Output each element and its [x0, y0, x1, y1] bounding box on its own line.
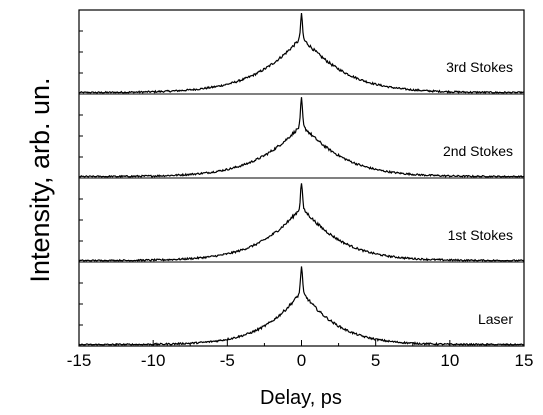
x-tick-label: -5 [220, 351, 235, 370]
x-tick-label: 5 [371, 351, 380, 370]
panel-label: 3rd Stokes [446, 59, 513, 75]
x-axis-title: Delay, ps [260, 387, 342, 409]
series-line [78, 266, 525, 346]
panel: 1st Stokes [78, 183, 525, 263]
panel-label: 1st Stokes [448, 227, 513, 243]
panel: Laser [78, 266, 525, 346]
series-line [78, 97, 525, 178]
y-axis-title: Intensity, arb. un. [25, 77, 55, 282]
panel-label: Laser [478, 311, 513, 327]
panel-label: 2nd Stokes [443, 143, 513, 159]
x-tick-label: 10 [440, 351, 459, 370]
x-tick-label: -15 [67, 351, 92, 370]
x-tick-label: 15 [515, 351, 534, 370]
x-tick-label: -10 [141, 351, 166, 370]
x-axis-ticks: -15 -10 -5 0 5 10 15 [67, 340, 534, 370]
panel: 2nd Stokes [78, 97, 525, 179]
chart-panels: 3rd Stokes 2nd Stokes 1st Stokes Laser [78, 12, 525, 346]
x-tick-label: 0 [297, 351, 306, 370]
panel: 3rd Stokes [78, 12, 525, 95]
series-line [78, 12, 525, 94]
series-line [78, 183, 525, 262]
